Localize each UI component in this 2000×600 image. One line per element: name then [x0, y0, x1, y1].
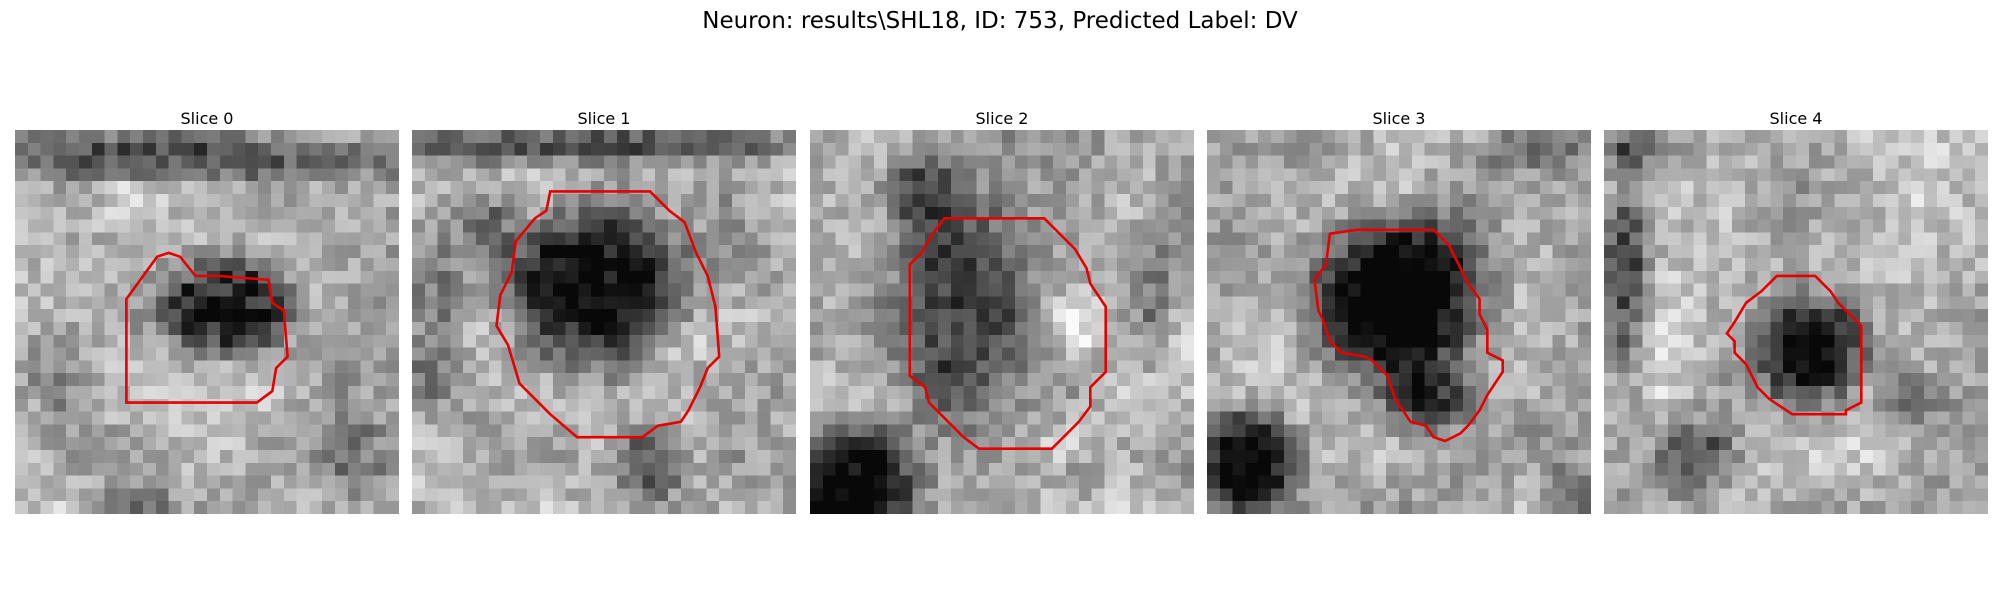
slice-panel-4: Slice 4	[1604, 108, 1988, 514]
slice-title-2: Slice 2	[975, 109, 1029, 128]
slice-panel-2: Slice 2	[810, 108, 1194, 514]
slice-overlay-3	[1313, 228, 1505, 443]
slice-title-0: Slice 0	[180, 109, 234, 128]
slice-pixels-4	[1604, 130, 1988, 514]
slice-pixels-3	[1207, 130, 1591, 514]
slice-pixels-0	[15, 130, 399, 514]
figure-title: Neuron: results\SHL18, ID: 753, Predicte…	[702, 8, 1298, 34]
slice-pixels-1	[412, 130, 796, 514]
slice-overlay-4	[1725, 274, 1863, 416]
slice-panel-0: Slice 0	[15, 108, 399, 514]
slice-overlay-1	[495, 190, 721, 439]
slice-overlay-2	[908, 217, 1108, 451]
neuron-contour-2	[908, 217, 1108, 451]
slice-panel-3: Slice 3	[1207, 108, 1591, 514]
slice-title-3: Slice 3	[1372, 109, 1426, 128]
neuron-contour-1	[495, 190, 721, 439]
slice-title-1: Slice 1	[577, 109, 631, 128]
slice-image-0	[15, 130, 399, 514]
slice-panel-1: Slice 1	[412, 108, 796, 514]
slice-image-2	[810, 130, 1194, 514]
slice-overlay-0	[125, 251, 289, 404]
neuron-contour-3	[1313, 228, 1505, 443]
neuron-contour-0	[125, 251, 289, 404]
slice-title-4: Slice 4	[1769, 109, 1823, 128]
slice-image-1	[412, 130, 796, 514]
slice-image-4	[1604, 130, 1988, 514]
neuron-contour-4	[1725, 274, 1863, 416]
slice-image-3	[1207, 130, 1591, 514]
